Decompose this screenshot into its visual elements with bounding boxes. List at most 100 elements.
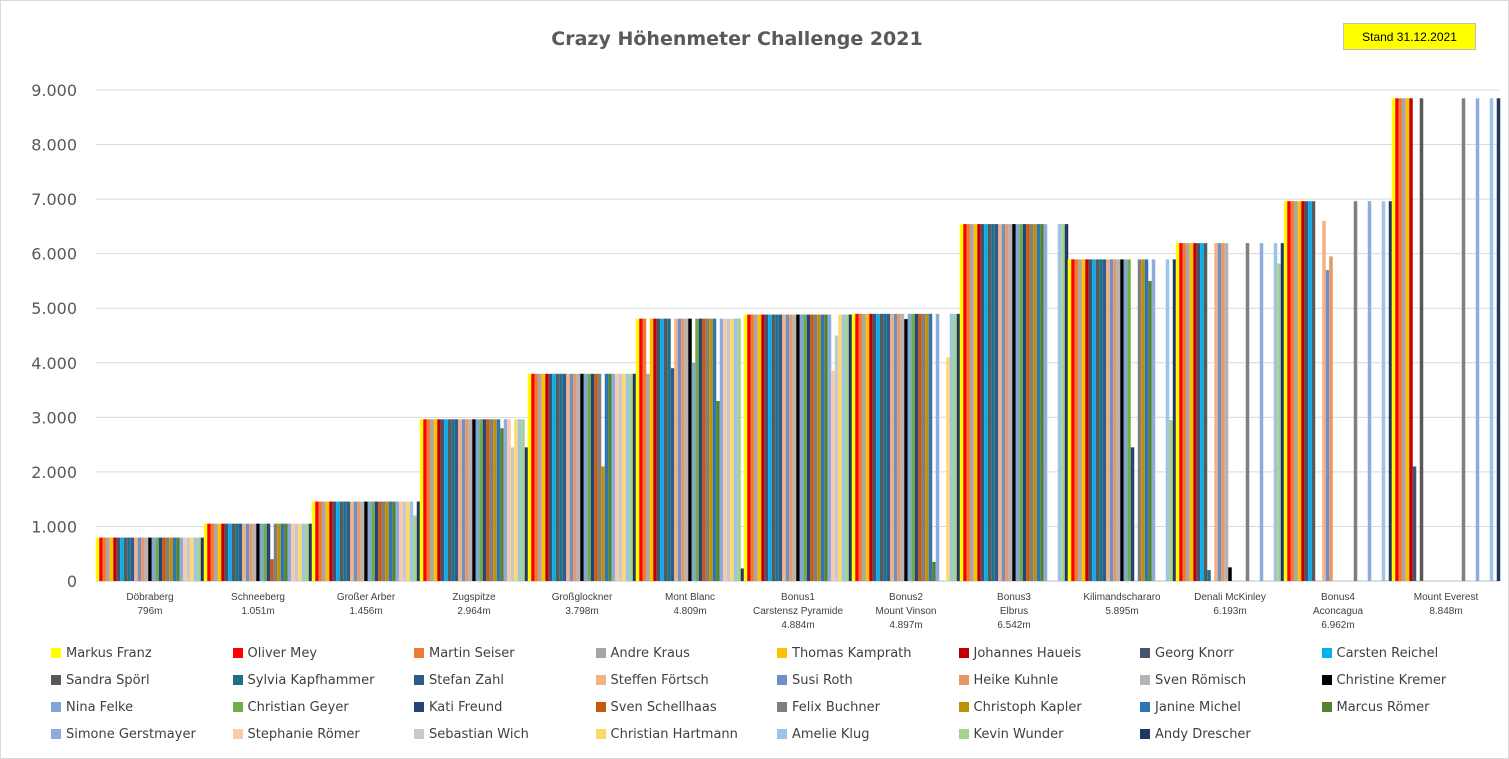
bar (956, 313, 961, 581)
y-tick-label: 4.000 (31, 354, 77, 373)
bar (1099, 259, 1103, 581)
bar (130, 537, 135, 581)
bar (733, 318, 738, 581)
legend-item: Felix Buchner (777, 698, 880, 716)
bar (1402, 98, 1406, 581)
y-tick-label: 6.000 (31, 245, 77, 264)
legend-item: Kati Freund (414, 698, 502, 716)
bar (548, 373, 553, 581)
bar (1325, 270, 1330, 581)
bar (451, 419, 455, 581)
legend-item: Sven Römisch (1140, 671, 1246, 689)
legend-item: Sylvia Kapfhammer (232, 671, 374, 689)
stand-date-badge: Stand 31.12.2021 (1343, 23, 1476, 50)
bar (1280, 243, 1285, 581)
bar (534, 373, 539, 581)
bar (1043, 224, 1048, 582)
bar (684, 318, 689, 581)
bar (357, 501, 361, 581)
legend-item: Thomas Kamprath (777, 644, 912, 662)
legend-label: Simone Gerstmayer (66, 726, 196, 742)
bar (371, 501, 375, 581)
bar (106, 537, 110, 581)
bar (1322, 220, 1326, 581)
bar (552, 373, 556, 581)
bar (716, 400, 720, 581)
bar (1217, 243, 1222, 581)
bar (524, 447, 529, 581)
bar (743, 314, 748, 581)
bar (597, 373, 602, 581)
bar (137, 537, 142, 581)
bar (176, 537, 180, 581)
bar (987, 224, 992, 582)
bar (496, 419, 501, 581)
bar (768, 314, 772, 581)
legend-swatch (595, 729, 606, 739)
legend-swatch (777, 648, 787, 658)
bar (890, 313, 894, 581)
bar (217, 523, 222, 581)
legend-item: Martin Seiser (414, 644, 515, 662)
y-tick-label: 2.000 (31, 463, 77, 482)
bar (1329, 256, 1333, 581)
bar (102, 537, 107, 581)
legend-item: Johannes Haueis (958, 644, 1081, 662)
bar (796, 314, 800, 581)
bar (1207, 570, 1211, 581)
legend-item: Christine Kremer (1321, 671, 1446, 689)
bar (897, 313, 901, 581)
bar (134, 537, 138, 581)
bar (263, 523, 267, 581)
bar (817, 314, 821, 581)
bar (911, 313, 915, 581)
bar (231, 523, 236, 581)
y-tick-label: 7.000 (31, 190, 77, 209)
x-category-label: Schneeberg (231, 592, 285, 603)
bar (238, 523, 243, 581)
legend-label: Kevin Wunder (973, 726, 1064, 742)
bar (1489, 98, 1494, 581)
bar (900, 313, 905, 581)
legend-swatch (51, 729, 61, 739)
bar (1273, 243, 1278, 581)
bar (109, 537, 114, 581)
bar (1067, 259, 1072, 581)
bar (792, 314, 797, 581)
bar (865, 313, 870, 581)
bar (925, 313, 929, 581)
bar (667, 318, 671, 581)
bar (646, 373, 650, 581)
bar (1123, 259, 1128, 581)
bar (949, 313, 954, 581)
bar (200, 537, 205, 581)
legend-item: Kevin Wunder (958, 725, 1064, 743)
bar (252, 523, 257, 581)
bar (1001, 224, 1006, 582)
x-category-label: 3.798m (565, 606, 598, 617)
bar (1165, 259, 1170, 581)
legend-label: Andre Kraus (610, 645, 690, 661)
bar (764, 314, 769, 581)
bar (632, 373, 637, 581)
bar (186, 537, 191, 581)
legend-label: Sebastian Wich (429, 726, 529, 742)
bar (1290, 201, 1295, 582)
bar (674, 318, 678, 581)
bar (1102, 259, 1107, 581)
legend-swatch (1140, 729, 1150, 739)
bar (245, 523, 250, 581)
bar (458, 419, 462, 581)
bar (116, 537, 121, 581)
bar (364, 501, 368, 581)
bar (1196, 243, 1201, 581)
legend-swatch (595, 675, 606, 685)
bar (789, 314, 793, 581)
bar (329, 501, 333, 581)
bar (963, 224, 967, 582)
bar (1074, 259, 1079, 581)
bar (761, 314, 765, 581)
bar (385, 501, 389, 581)
legend-swatch (414, 648, 424, 658)
bar (113, 537, 117, 581)
